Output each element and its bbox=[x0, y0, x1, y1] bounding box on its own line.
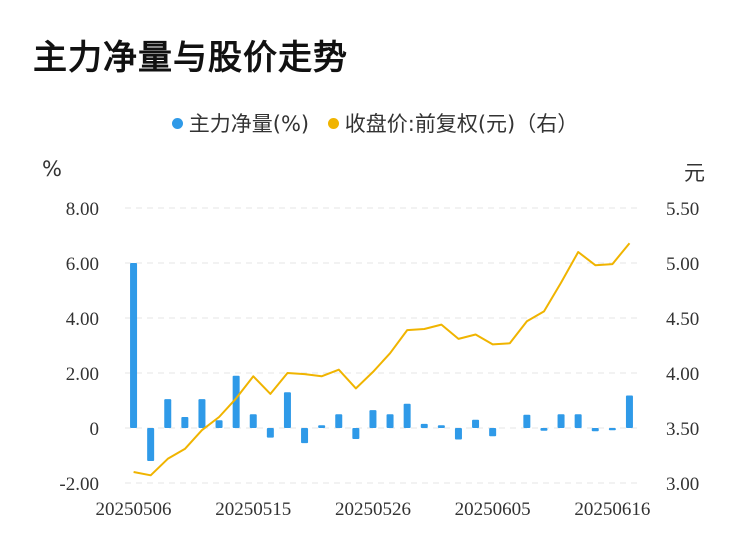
bar bbox=[437, 425, 445, 428]
left-tick-label: 2.00 bbox=[66, 364, 99, 385]
left-tick-label: 4.00 bbox=[66, 309, 99, 330]
bar bbox=[591, 428, 599, 432]
line-series bbox=[133, 242, 631, 477]
left-axis-unit: % bbox=[42, 157, 62, 181]
x-tick-label: 20250506 bbox=[96, 499, 172, 520]
bar bbox=[472, 419, 480, 428]
x-tick-label: 20250526 bbox=[335, 499, 411, 520]
bar-series bbox=[130, 263, 633, 461]
bar bbox=[249, 414, 257, 428]
price-line bbox=[133, 242, 631, 477]
right-tick-label: 3.00 bbox=[666, 474, 699, 495]
bar bbox=[164, 399, 172, 428]
legend-label-net-flow: 主力净量(%) bbox=[188, 112, 310, 136]
bar bbox=[352, 428, 360, 439]
right-tick-label: 4.00 bbox=[666, 364, 699, 385]
right-tick-label: 4.50 bbox=[666, 309, 699, 330]
bar bbox=[147, 428, 155, 461]
bar bbox=[318, 425, 326, 428]
legend-dot-net-flow-icon bbox=[171, 117, 183, 129]
legend-label-close-price: 收盘价:前复权(元)（右） bbox=[344, 112, 579, 136]
legend-item-close-price[interactable]: 收盘价:前复权(元)（右） bbox=[327, 108, 579, 138]
left-tick-label: 6.00 bbox=[66, 254, 99, 275]
bar bbox=[232, 375, 240, 428]
legend: 主力净量(%) 收盘价:前复权(元)（右） bbox=[0, 108, 750, 138]
x-axis-ticks: 20250506 20250515 20250526 20250605 20250616 bbox=[96, 499, 651, 520]
legend-dot-close-price-icon bbox=[327, 117, 339, 129]
bar bbox=[198, 399, 206, 428]
bar bbox=[574, 414, 582, 428]
bar bbox=[266, 428, 274, 438]
right-tick-label: 3.50 bbox=[666, 419, 699, 440]
bar bbox=[335, 414, 343, 428]
bar bbox=[608, 428, 616, 431]
chart-title: 主力净量与股价走势 bbox=[33, 38, 348, 78]
x-tick-label: 20250605 bbox=[455, 499, 531, 520]
bar bbox=[625, 395, 633, 428]
bar bbox=[369, 410, 377, 428]
right-axis-unit: 元 bbox=[684, 161, 705, 185]
bar bbox=[130, 263, 138, 428]
right-axis-ticks: 3.00 3.50 4.00 4.50 5.00 5.50 bbox=[666, 199, 699, 495]
bar bbox=[454, 428, 462, 440]
bar bbox=[489, 428, 497, 437]
x-tick-label: 20250515 bbox=[215, 499, 291, 520]
right-tick-label: 5.50 bbox=[666, 199, 699, 220]
bar bbox=[523, 414, 531, 428]
right-tick-label: 5.00 bbox=[666, 254, 699, 275]
left-tick-label: -2.00 bbox=[59, 474, 99, 495]
bar bbox=[181, 417, 189, 428]
bar bbox=[386, 414, 394, 428]
bar bbox=[301, 428, 309, 444]
bar bbox=[283, 392, 291, 428]
legend-item-net-flow[interactable]: 主力净量(%) bbox=[171, 108, 310, 138]
bar bbox=[540, 428, 548, 431]
x-tick-label: 20250616 bbox=[574, 499, 650, 520]
grid-lines bbox=[125, 207, 638, 484]
bar bbox=[403, 403, 411, 428]
bar bbox=[557, 414, 565, 428]
bar bbox=[215, 420, 223, 428]
left-axis-ticks: -2.00 0 2.00 4.00 6.00 8.00 bbox=[59, 199, 99, 495]
bar bbox=[420, 423, 428, 428]
left-tick-label: 8.00 bbox=[66, 199, 99, 220]
left-tick-label: 0 bbox=[90, 419, 100, 440]
